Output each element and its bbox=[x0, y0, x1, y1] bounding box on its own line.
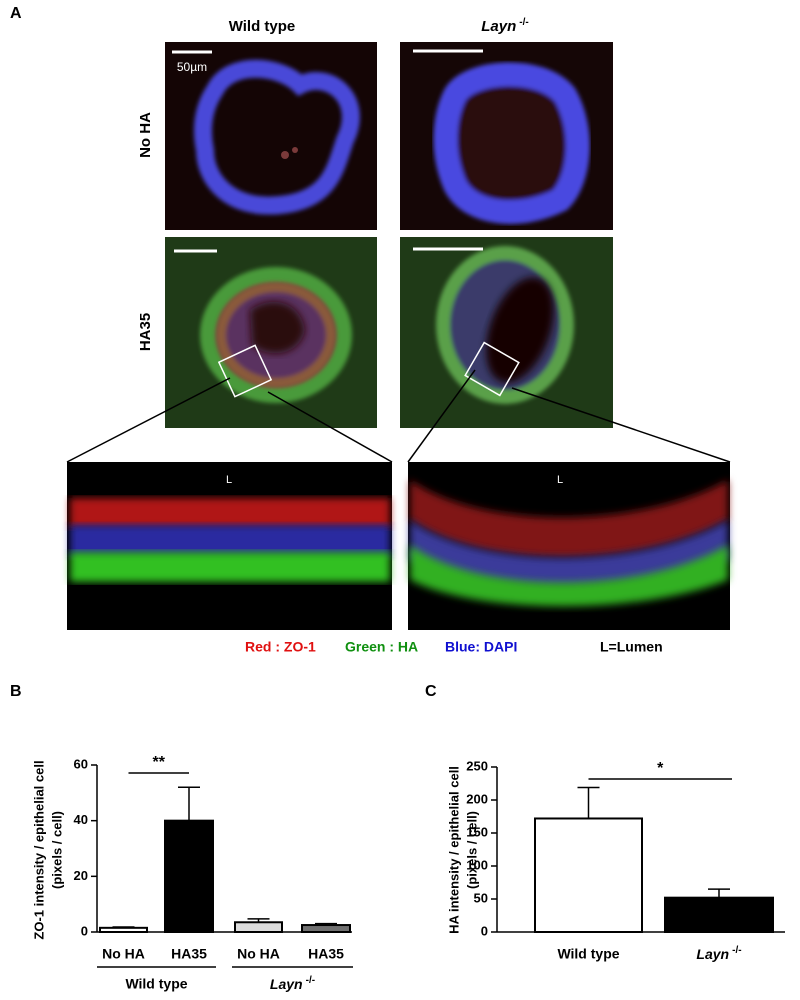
bar bbox=[234, 921, 283, 934]
y-tick-label: 40 bbox=[74, 812, 88, 827]
y-tick-label: 0 bbox=[481, 923, 488, 938]
y-axis-label: (pixels / cell) bbox=[464, 811, 479, 889]
x-tick-label: Layn -/- bbox=[696, 945, 741, 962]
y-tick-label: 250 bbox=[466, 758, 488, 773]
micrograph bbox=[400, 237, 613, 428]
y-tick-label: 50 bbox=[474, 890, 488, 905]
row-label: No HA bbox=[137, 112, 154, 158]
group-label: Layn -/- bbox=[270, 975, 315, 992]
y-axis-label: ZO-1 intensity / epithelial cell bbox=[31, 760, 46, 939]
x-tick-label: No HA bbox=[102, 946, 145, 962]
y-tick-label: 200 bbox=[466, 791, 488, 806]
row-label: HA35 bbox=[137, 313, 154, 351]
zoom-lines bbox=[66, 369, 731, 463]
group-label: Wild type bbox=[125, 976, 187, 992]
y-tick-label: 0 bbox=[81, 923, 88, 938]
significance-mark: * bbox=[657, 760, 664, 777]
zoom-micrograph: L bbox=[67, 462, 392, 630]
bar bbox=[301, 924, 351, 934]
panel-label: C bbox=[425, 683, 437, 700]
y-tick-label: 100 bbox=[466, 857, 488, 872]
panel-label: B bbox=[10, 683, 22, 700]
group-label-superscript: -/- bbox=[306, 975, 315, 986]
scale-bar-label: 50µm bbox=[177, 60, 207, 74]
bar bbox=[99, 926, 148, 934]
micrograph: 50µm bbox=[165, 42, 377, 230]
bar bbox=[534, 817, 643, 933]
y-axis-label: HA intensity / epithelial cell bbox=[446, 766, 461, 934]
group-label-name: Layn bbox=[270, 976, 303, 992]
panel-label: A bbox=[10, 5, 22, 22]
significance-mark: ** bbox=[153, 754, 166, 771]
bar bbox=[664, 896, 774, 933]
x-tick-label-name: Layn bbox=[696, 946, 729, 962]
legend-text: Blue: DAPI bbox=[445, 639, 517, 655]
x-tick-label: HA35 bbox=[308, 946, 344, 962]
y-axis-label: (pixels / cell) bbox=[49, 811, 64, 889]
column-header: Wild type bbox=[229, 18, 296, 35]
legend-text: L=Lumen bbox=[600, 639, 663, 655]
genotype-superscript: -/- bbox=[519, 17, 528, 28]
micrograph bbox=[400, 42, 613, 230]
x-tick-label: Wild type bbox=[557, 946, 619, 962]
x-tick-label: No HA bbox=[237, 946, 280, 962]
lumen-mark: L bbox=[557, 474, 563, 486]
legend-text: Red : ZO-1 bbox=[245, 639, 316, 655]
column-header: Layn -/- bbox=[481, 17, 528, 35]
genotype: Layn bbox=[481, 18, 516, 35]
y-tick-label: 60 bbox=[74, 756, 88, 771]
y-tick-label: 150 bbox=[466, 824, 488, 839]
legend-text: Green : HA bbox=[345, 639, 418, 655]
bar bbox=[164, 819, 214, 934]
y-tick-label: 20 bbox=[74, 868, 88, 883]
zoom-micrograph: L bbox=[408, 462, 730, 630]
x-tick-label: HA35 bbox=[171, 946, 207, 962]
lumen-mark: L bbox=[226, 474, 232, 486]
x-tick-label-superscript: -/- bbox=[732, 945, 741, 956]
micrograph bbox=[165, 237, 377, 428]
